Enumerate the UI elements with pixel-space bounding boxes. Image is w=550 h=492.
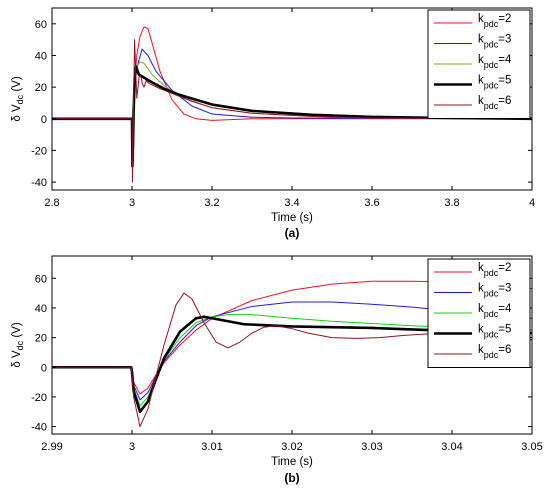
x-tick-label: 3.05 <box>521 441 542 453</box>
x-tick-label: 2.8 <box>44 197 59 209</box>
panel-label: (a) <box>285 226 300 240</box>
legend-label: kpdc=3 <box>478 283 511 299</box>
y-tick-label: -40 <box>31 422 47 434</box>
y-tick-label: 40 <box>35 303 47 315</box>
x-tick-label: 3.02 <box>281 441 302 453</box>
y-tick-label: -20 <box>31 392 47 404</box>
x-tick-label: 3.6 <box>364 197 379 209</box>
legend-label: kpdc=6 <box>478 95 511 111</box>
legend-label: kpdc=6 <box>478 344 511 360</box>
legend-label: kpdc=4 <box>478 54 512 70</box>
y-tick-label: 40 <box>35 50 47 62</box>
y-tick-label: 0 <box>41 114 47 126</box>
series-group <box>52 26 532 183</box>
y-tick-label: 20 <box>35 82 47 94</box>
legend-label: kpdc=5 <box>478 75 511 91</box>
x-axis-label: Time (s) <box>271 212 313 224</box>
x-tick-label: 3.01 <box>201 441 222 453</box>
legend-label: kpdc=2 <box>478 262 511 278</box>
series-line-k6 <box>52 292 532 428</box>
y-axis-label: δ Vdc (V) <box>11 322 25 367</box>
y-tick-label: 20 <box>35 333 47 345</box>
panel-label: (b) <box>284 471 299 485</box>
series-group <box>52 280 532 428</box>
y-tick-label: 60 <box>35 19 47 31</box>
x-tick-label: 3.2 <box>204 197 219 209</box>
series-line-k6 <box>52 39 532 183</box>
x-tick-label: 3.03 <box>361 441 382 453</box>
x-tick-label: 3 <box>129 441 135 453</box>
y-tick-label: 60 <box>35 273 47 285</box>
x-axis-label: Time (s) <box>271 456 313 468</box>
panel-b: 2.99 3 3.01 3.02 3.03 3.04 3.05 -40 -20 0 20 40 60 Ti… <box>11 255 543 485</box>
y-tick-label: -20 <box>31 145 47 157</box>
legend-label: kpdc=3 <box>478 34 511 50</box>
y-tick-label: 0 <box>41 362 47 374</box>
x-tick-label: 3.04 <box>441 441 462 453</box>
x-tick-label: 4 <box>529 197 535 209</box>
y-axis-label: δ Vdc (V) <box>11 76 25 121</box>
legend-label: kpdc=4 <box>478 303 512 319</box>
series-line-k5 <box>52 315 532 414</box>
x-tick-label: 3.4 <box>284 197 299 209</box>
x-tick-label: 3.8 <box>444 197 459 209</box>
x-tick-label: 2.99 <box>41 441 62 453</box>
x-tick-label: 3 <box>129 197 135 209</box>
panel-a: 2.8 3 3.2 3.4 3.6 3.8 4 -40 -20 0 20 40 60 Time (s) δ … <box>11 7 535 240</box>
y-tick-label: -40 <box>31 177 47 189</box>
legend-label: kpdc=2 <box>478 13 511 29</box>
legend-label: kpdc=5 <box>478 324 511 340</box>
